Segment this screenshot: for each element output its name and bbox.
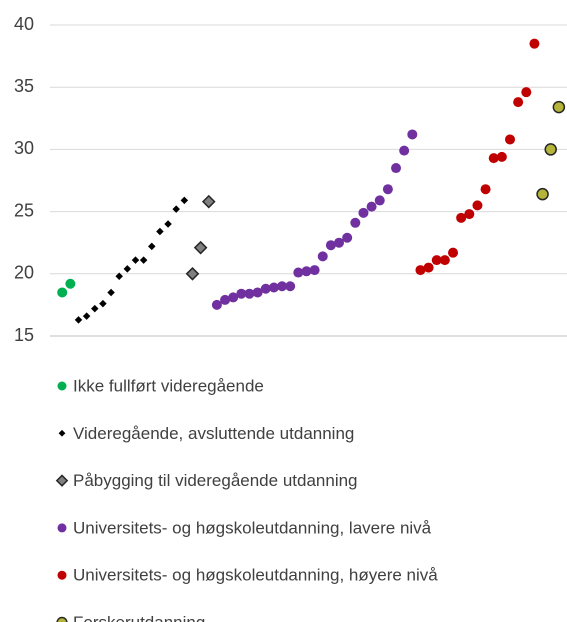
point: [252, 287, 263, 298]
point: [529, 38, 540, 49]
point: [185, 266, 200, 281]
point: [180, 196, 189, 205]
point: [107, 288, 115, 297]
point: [268, 282, 279, 293]
point: [423, 262, 434, 273]
point: [505, 134, 516, 145]
legend-label: Forskerutdanning: [73, 613, 205, 622]
legend-marker: [58, 429, 66, 437]
point: [382, 184, 393, 195]
point: [415, 265, 426, 276]
point: [448, 247, 459, 258]
point: [439, 255, 450, 266]
point: [156, 227, 164, 236]
y-tick-label: 25: [14, 200, 34, 220]
point: [431, 255, 442, 266]
point: [74, 316, 83, 324]
legend-marker: [55, 474, 69, 487]
legend-label: Ikke fullført videregående: [73, 376, 264, 395]
point: [399, 145, 410, 156]
point: [211, 299, 222, 310]
legend-marker: [57, 523, 67, 533]
point: [301, 266, 312, 277]
legend-label: Påbygging til videregående utdanning: [73, 471, 358, 490]
point: [244, 288, 255, 299]
point: [334, 237, 345, 248]
legend-label: Videregående, avsluttende utdanning: [73, 424, 354, 443]
point: [325, 240, 336, 251]
point: [521, 87, 532, 98]
legend-label: Universitets- og høgskoleutdanning, høye…: [73, 566, 438, 585]
point: [391, 163, 402, 174]
point: [91, 304, 99, 313]
point: [552, 100, 566, 114]
point: [131, 256, 140, 264]
legend-marker: [57, 381, 67, 391]
point: [350, 217, 361, 228]
point: [544, 143, 557, 156]
y-tick-label: 15: [14, 325, 34, 345]
point: [236, 288, 247, 299]
point: [277, 281, 288, 292]
point: [201, 194, 216, 209]
point: [193, 240, 208, 255]
point: [309, 265, 320, 276]
point: [488, 153, 499, 164]
point: [285, 281, 296, 292]
point: [82, 312, 91, 320]
point: [260, 283, 271, 294]
point: [496, 151, 507, 162]
point: [99, 299, 107, 308]
y-tick-label: 30: [14, 138, 34, 158]
point: [342, 232, 353, 243]
point: [374, 195, 385, 206]
point: [464, 209, 475, 220]
point: [148, 242, 156, 251]
point: [293, 267, 304, 278]
point: [139, 256, 148, 264]
point: [317, 251, 328, 262]
point: [407, 129, 418, 140]
point: [65, 278, 76, 289]
point: [172, 205, 180, 213]
legend-marker: [57, 570, 67, 580]
point: [164, 220, 172, 228]
point: [358, 207, 369, 218]
y-tick-label: 20: [14, 263, 34, 283]
legend-label: Universitets- og høgskoleutdanning, lave…: [73, 518, 432, 537]
point: [115, 272, 123, 281]
point: [57, 287, 68, 298]
legend-marker: [56, 616, 68, 622]
point: [472, 200, 483, 211]
point: [513, 97, 524, 108]
point: [228, 292, 239, 303]
point: [123, 265, 132, 273]
point: [366, 201, 377, 212]
y-tick-label: 35: [14, 76, 34, 96]
point: [456, 212, 467, 223]
point: [536, 187, 549, 201]
point: [220, 294, 231, 305]
y-tick-label: 40: [14, 14, 34, 34]
point: [480, 184, 491, 195]
